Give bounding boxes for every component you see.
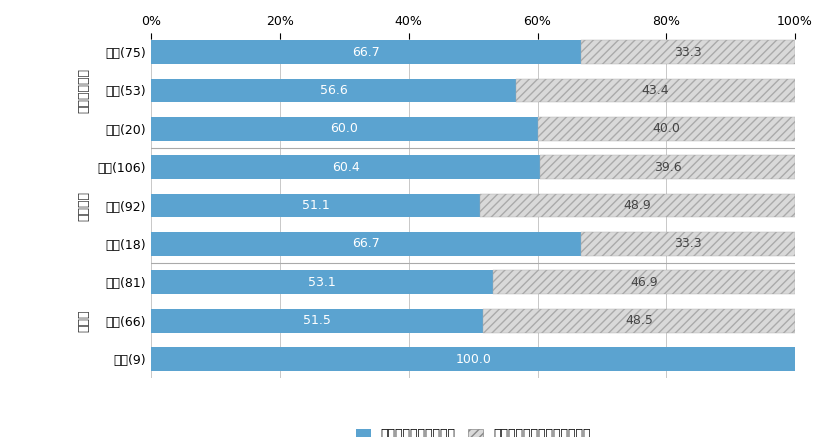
Bar <box>492 271 794 294</box>
Text: 交通事故: 交通事故 <box>77 191 90 221</box>
Text: 性犯罪: 性犯罪 <box>77 309 90 332</box>
Bar <box>151 271 492 294</box>
Text: 46.9: 46.9 <box>629 276 657 289</box>
Text: 53.1: 53.1 <box>308 276 336 289</box>
Bar <box>580 40 794 64</box>
Bar <box>151 194 480 218</box>
Bar <box>537 117 794 141</box>
Bar <box>151 155 539 179</box>
Bar <box>151 347 794 371</box>
Bar <box>482 309 794 333</box>
Bar <box>580 232 794 256</box>
Bar <box>151 232 580 256</box>
Text: 60.4: 60.4 <box>332 161 359 173</box>
Bar <box>539 155 794 179</box>
Text: 60.0: 60.0 <box>330 122 358 135</box>
Text: 33.3: 33.3 <box>673 237 700 250</box>
Text: 51.5: 51.5 <box>303 314 331 327</box>
Bar <box>151 79 515 102</box>
Text: 43.4: 43.4 <box>641 84 668 97</box>
Text: 66.7: 66.7 <box>351 237 380 250</box>
Text: 39.6: 39.6 <box>653 161 681 173</box>
Text: 48.9: 48.9 <box>623 199 651 212</box>
Text: 100.0: 100.0 <box>455 353 490 366</box>
Bar <box>151 309 482 333</box>
Text: 33.3: 33.3 <box>673 45 700 59</box>
Text: 66.7: 66.7 <box>351 45 380 59</box>
Bar <box>151 40 580 64</box>
Text: 48.5: 48.5 <box>624 314 652 327</box>
Text: 40.0: 40.0 <box>652 122 680 135</box>
Text: 51.1: 51.1 <box>301 199 329 212</box>
Text: 殺人・傷害等: 殺人・傷害等 <box>77 68 90 113</box>
Bar <box>515 79 794 102</box>
Bar <box>480 194 794 218</box>
Text: 56.6: 56.6 <box>319 84 347 97</box>
Legend: 健康上の問題を感じた, 健康上の問題を感じなかった: 健康上の問題を感じた, 健康上の問題を感じなかった <box>355 428 590 437</box>
Bar <box>151 117 537 141</box>
